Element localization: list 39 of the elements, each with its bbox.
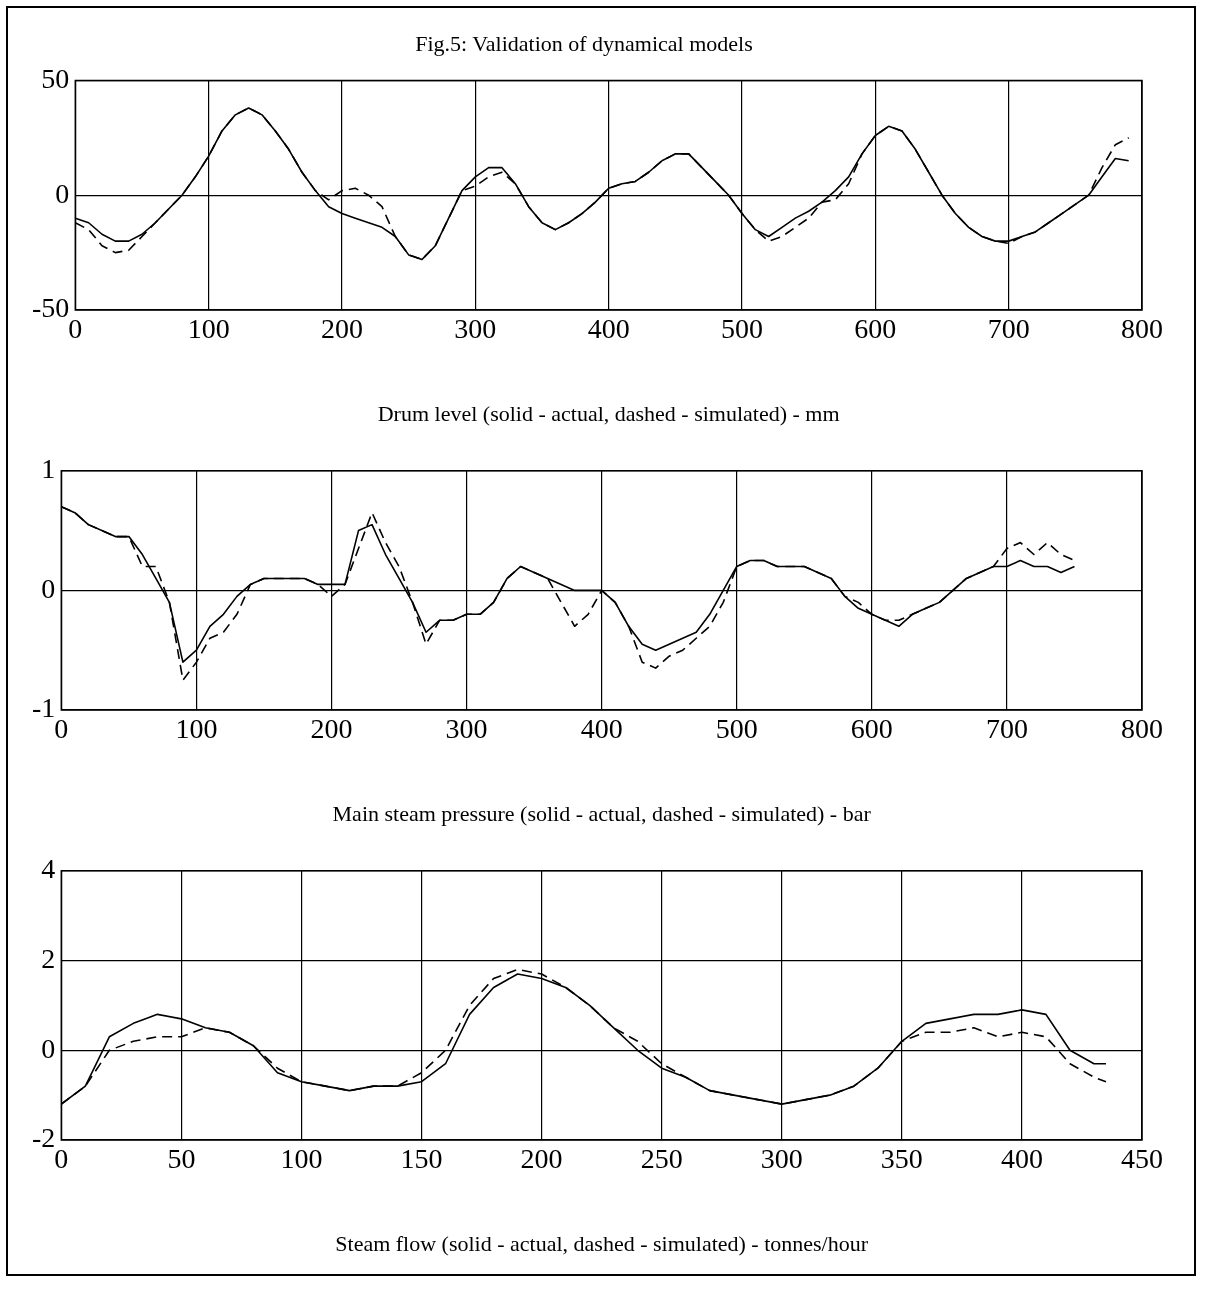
y-tick-label: 0 [55,177,70,209]
x-tick-label: 200 [310,713,353,745]
x-tick-label: 100 [175,713,218,745]
x-tick-label: 800 [1121,313,1163,345]
x-tick-label: 300 [760,1143,803,1175]
x-tick-label: 500 [715,713,758,745]
x-tick-label: 350 [880,1143,923,1175]
x-axis-title: Steam flow (solid - actual, dashed - simulated) - tonnes/hour [335,1230,869,1256]
x-tick-label: 800 [1121,713,1163,745]
y-tick-label: 0 [41,1032,56,1064]
x-tick-label: 600 [854,313,897,345]
y-tick-label: 4 [41,853,56,885]
y-tick-label: -2 [32,1122,56,1154]
x-tick-label: 500 [721,313,763,345]
y-tick-label: 1 [41,453,56,485]
x-tick-label: 300 [445,713,488,745]
y-tick-label: 2 [41,942,56,974]
y-tick-label: 50 [41,62,70,94]
x-tick-label: 250 [640,1143,683,1175]
x-tick-label: 400 [587,313,630,345]
chart-title: Fig.5: Validation of dynamical models [415,30,753,56]
x-tick-label: 100 [187,313,230,345]
y-tick-label: -50 [32,292,70,324]
x-tick-label: 150 [400,1143,443,1175]
x-tick-label: 700 [987,313,1030,345]
x-tick-label: 200 [520,1143,563,1175]
x-tick-label: 400 [1000,1143,1043,1175]
x-tick-label: 700 [985,713,1028,745]
x-axis-title: Drum level (solid - actual, dashed - simulated) - mm [377,400,840,426]
y-tick-label: -1 [32,692,56,724]
y-tick-label: 0 [41,572,56,604]
x-tick-label: 600 [850,713,893,745]
x-tick-label: 300 [454,313,497,345]
x-tick-label: 200 [320,313,363,345]
x-tick-label: 450 [1121,1143,1163,1175]
x-tick-label: 50 [167,1143,196,1175]
x-axis-title: Main steam pressure (solid - actual, dashed - simulated) - bar [332,800,872,826]
x-tick-label: 400 [580,713,623,745]
x-tick-label: 100 [280,1143,323,1175]
